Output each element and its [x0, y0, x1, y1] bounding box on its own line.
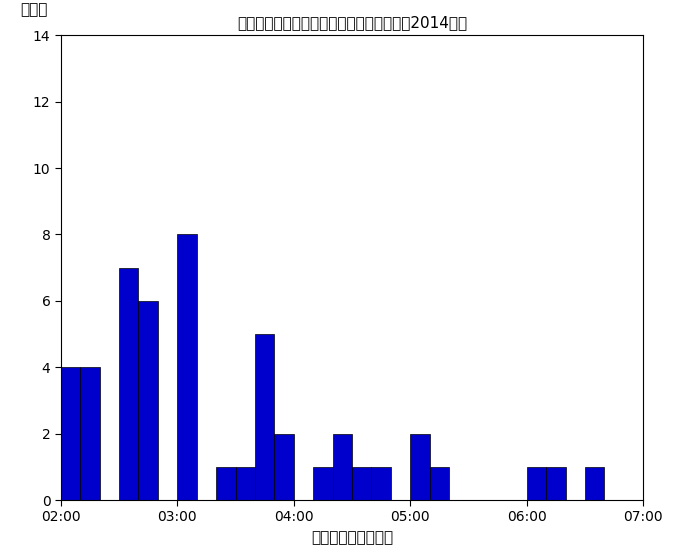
Bar [546, 467, 565, 500]
Bar [352, 467, 372, 500]
Y-axis label: 歌手数: 歌手数 [20, 2, 47, 17]
Bar [527, 467, 546, 500]
Bar [430, 467, 449, 500]
Bar [410, 433, 430, 500]
Bar [61, 367, 80, 500]
Bar [119, 268, 138, 500]
Bar [255, 334, 275, 500]
Bar [177, 235, 197, 500]
X-axis label: パフォーマンス時間: パフォーマンス時間 [311, 530, 393, 545]
Bar [138, 301, 158, 500]
Bar [80, 367, 100, 500]
Bar [216, 467, 235, 500]
Bar [275, 433, 294, 500]
Bar [585, 467, 604, 500]
Bar [235, 467, 255, 500]
Title: パフォーマンス時間ごとの歌手数の分布（2014年）: パフォーマンス時間ごとの歌手数の分布（2014年） [237, 15, 467, 30]
Bar [372, 467, 391, 500]
Bar [313, 467, 333, 500]
Bar [333, 433, 352, 500]
